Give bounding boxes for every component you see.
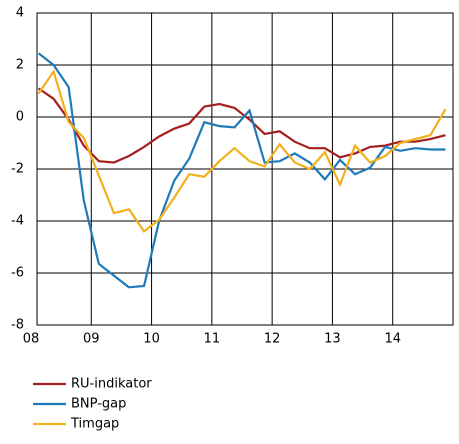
x-tick-label: 09 [83,332,100,347]
y-tick-label: -6 [11,266,24,281]
series-line [37,87,446,164]
series-line [37,52,446,289]
y-tick-label: -2 [11,162,24,177]
x-tick-label: 10 [143,332,160,347]
y-tick-label: -4 [11,214,24,229]
plot-frame [36,12,454,326]
y-tick-label: -8 [11,318,24,333]
legend-label: Timgap [70,417,119,432]
legend-label: RU-indikator [71,377,152,392]
series-line [37,68,447,233]
x-tick-label: 11 [204,332,221,347]
legend-label: BNP-gap [71,397,126,412]
x-tick-label: 08 [23,332,40,347]
x-tick-label: 14 [384,332,401,347]
y-tick-label: 2 [16,58,24,73]
x-tick-label: 13 [324,332,341,347]
y-tick-label: 4 [16,6,24,21]
x-tick-label: 12 [264,332,281,347]
y-tick-label: 0 [16,110,24,125]
